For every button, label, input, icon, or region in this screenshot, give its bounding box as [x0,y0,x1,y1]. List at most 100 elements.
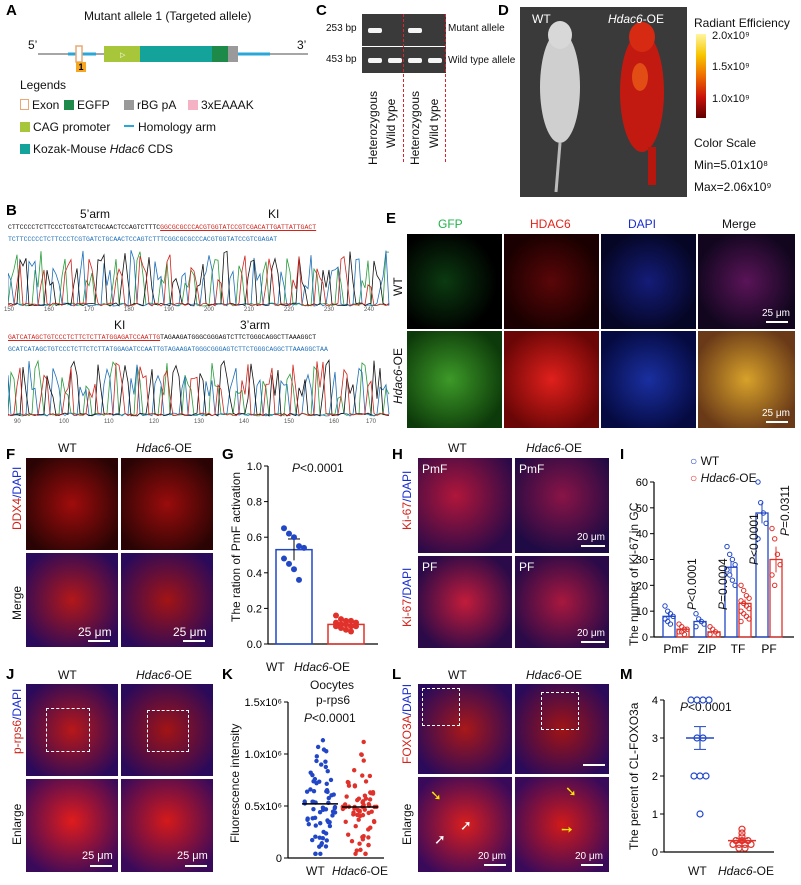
data-point [349,839,355,844]
chromatogram-traces [8,359,390,417]
l-col-wt: WT [448,668,467,682]
data-point [323,807,329,812]
data-point [758,499,764,506]
l-row-foxo3a: FOXO3A/DAPI [400,683,414,764]
data-point [702,772,710,780]
data-point [687,696,695,704]
oe-mouse-tail [648,147,656,185]
data-point [755,479,761,485]
data-point [359,752,364,757]
seq-label-5arm: 5’arm [80,207,111,221]
seq1-basecalls: TCTTCCCCCTCTTCCCTCGTGATCTGCAACTCCAGTCTTT… [8,236,278,243]
data-point [281,555,287,562]
legends-title: Legends [20,78,67,92]
y-tick-label: 30 [636,555,648,567]
data-point [360,837,366,842]
micro-f-wt-merge: 25 μm [26,553,118,647]
lane-divider [403,14,404,162]
gel-band [388,58,402,63]
legend-label-italic: Hdac6 [109,142,145,156]
data-point [769,572,775,578]
data-point [323,764,329,770]
data-point [681,631,688,638]
y-tick-label: 2 [652,771,658,783]
data-point [738,618,744,625]
trace-c [8,250,390,307]
data-point [352,784,358,789]
y-tick-label: 1.0 [247,461,262,473]
micro-e-oe-merge: 25 μm [698,331,795,428]
data-point [366,835,371,840]
scale-min: Min=5.01x10⁸ [694,158,769,172]
micro-f-oe-ddx4 [121,458,213,550]
data-point [662,603,668,609]
data-point [324,838,329,843]
data-point [343,819,348,824]
panel-label-l: L [392,666,402,683]
data-point [296,543,302,550]
data-point [304,789,310,794]
chart-i: 0 10 20 30 40 50 60 PmF ZIP TF PF [636,477,794,656]
wt-mouse-head [548,21,572,49]
egfp-box [212,46,228,62]
h-row-ki67-1: Ki-67/DAPI [400,470,414,530]
chart-g: 0.0 0.2 0.4 0.6 0.8 1.0 [247,461,378,651]
panel-label-f: F [6,446,16,463]
legend-label: Kozak-Mouse [33,142,110,156]
m-xtick-oe: Hdac6-OE [718,864,775,878]
data-point [286,530,292,537]
data-point [325,819,331,824]
cag-promoter-box [104,46,140,62]
seq1-top: CTTCCCCTCTTCCCTCGTGATCTGCAACTCCAGTCTTTCG… [8,224,317,231]
band-label-wildtype: Wild type allele [448,55,516,66]
i-legend-oe: ○ Hdac6-OE [690,471,757,485]
chart-g-marks: 0.0 0.2 0.4 0.6 0.8 1.0 [247,461,378,651]
gel-band [428,58,442,63]
data-point [296,576,302,583]
k-pvalue: P<0.0001 [304,711,356,725]
micro-e-oe-gfp [407,331,502,428]
chart-i-marks: 0 10 20 30 40 50 60 PmF ZIP TF PF [636,477,794,656]
data-point [746,595,752,601]
panel-label-m: M [620,666,633,683]
chromatogram-2 [8,359,390,417]
y-tick-label: 1 [652,809,658,821]
zoom-box [541,692,579,730]
data-point [769,525,775,532]
data-point [370,789,376,795]
scale-tick: 2.0x10⁹ [712,30,750,42]
data-point [684,626,690,632]
five-prime-end: 5’ [28,38,38,52]
three-prime-end: 3’ [297,38,307,52]
j-col-wt: WT [58,668,77,682]
zoom-box [147,710,189,752]
data-point [331,792,336,797]
scale-max: Max=2.06x10⁹ [694,180,772,194]
i-pvalue-zip: P=0.0004 [716,558,730,610]
data-point [356,796,362,801]
y-tick-label: 60 [636,477,648,489]
y-tick-label: 0 [276,853,282,865]
wt-mouse-tail [554,142,562,193]
f-row-merge: Merge [10,585,24,620]
panel-label-c: C [316,2,327,19]
y-tick-label: 0.0 [247,639,262,651]
x-tick-label: TF [731,642,746,656]
legend-label: CDS [144,142,174,156]
data-point [325,769,330,774]
e-col-hdac6: HDAC6 [530,217,571,231]
data-point [348,623,354,630]
y-tick-label: 50 [636,503,648,515]
arrow-white-icon: ➚ [434,831,446,847]
data-point [324,749,329,754]
e-row-oe: Hdac6-OE [391,347,405,404]
g-xtick-wt: WT [266,660,285,674]
data-point [727,572,733,578]
wt-mouse-body [540,31,580,143]
data-point [724,543,730,550]
e-col-merge: Merge [722,217,757,231]
micro-e-wt-hdac6 [504,234,599,329]
data-point [763,520,769,527]
micro-l-oe-enlarge: ➘ ➙ 20 μm [515,777,609,872]
data-point [353,623,359,630]
